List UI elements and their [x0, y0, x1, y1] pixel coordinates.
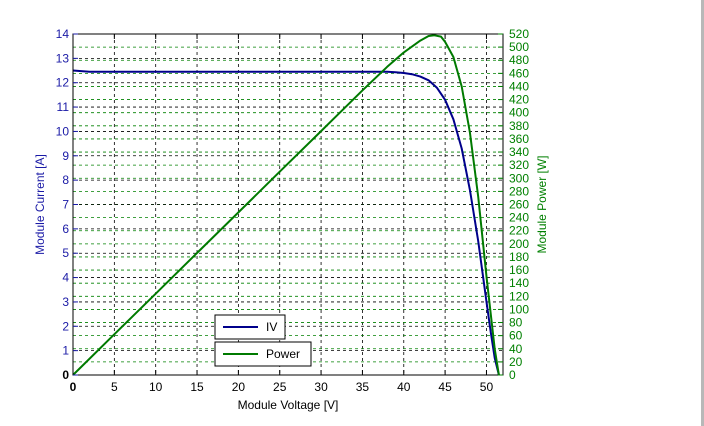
series-line-iv [72, 69, 500, 376]
left-y-tick-label: 9 [62, 149, 69, 163]
right-y-tick-label: 120 [509, 289, 529, 303]
right-y-tick-label: 500 [509, 40, 529, 54]
right-y-tick-label: 260 [509, 198, 529, 212]
x-tick-label: 45 [438, 380, 452, 394]
x-axis-label: Module Voltage [V] [238, 398, 339, 412]
right-y-tick-label: 0 [509, 368, 516, 382]
right-y-tick-label: 140 [509, 276, 529, 290]
right-y-axis-label: Module Power [W] [535, 155, 549, 253]
left-y-tick-label: 2 [62, 319, 69, 333]
right-y-tick-label: 200 [509, 237, 529, 251]
left-y-tick-label: 8 [62, 173, 69, 187]
left-y-tick-label: 13 [56, 51, 70, 65]
legend-label-power: Power [266, 347, 300, 361]
x-axis: 0 5 10 15 20 25 30 35 40 45 50 [70, 34, 494, 394]
right-y-tick-label: 300 [509, 171, 529, 185]
right-y-tick-label: 460 [509, 66, 529, 80]
x-tick-label: 35 [356, 380, 370, 394]
right-y-tick-label: 240 [509, 211, 529, 225]
right-y-tick-label: 160 [509, 263, 529, 277]
right-y-tick-label: 220 [509, 224, 529, 238]
x-tick-label: 40 [397, 380, 411, 394]
right-y-tick-label: 60 [509, 329, 523, 343]
right-y-tick-label: 520 [509, 27, 529, 41]
left-y-tick-label: 6 [62, 222, 69, 236]
grid [73, 33, 503, 375]
right-y-tick-label: 360 [509, 132, 529, 146]
left-y-tick-label: 12 [56, 76, 70, 90]
x-tick-label: 5 [111, 380, 118, 394]
left-y-tick-label: 7 [62, 198, 69, 212]
left-y-tick-label: 1 [62, 344, 69, 358]
right-y-axis: 0204060801001201401601802002202402602803… [498, 27, 529, 382]
left-y-tick-label: 0 [62, 368, 69, 382]
right-y-tick-label: 180 [509, 250, 529, 264]
series-line-power [72, 34, 500, 376]
right-y-tick-label: 400 [509, 106, 529, 120]
right-y-tick-label: 20 [509, 355, 523, 369]
left-y-tick-label: 5 [62, 246, 69, 260]
right-y-tick-label: 480 [509, 53, 529, 67]
legend: IV Power [214, 314, 312, 367]
x-tick-label: 50 [480, 380, 494, 394]
x-tick-label: 30 [314, 380, 328, 394]
right-y-tick-label: 40 [509, 342, 523, 356]
x-tick-label: 25 [273, 380, 287, 394]
left-y-tick-label: 10 [56, 124, 70, 138]
right-y-tick-label: 440 [509, 79, 529, 93]
right-y-tick-label: 320 [509, 158, 529, 172]
left-y-tick-label: 14 [56, 27, 70, 41]
left-y-tick-label: 4 [62, 271, 69, 285]
legend-label-iv: IV [266, 320, 277, 334]
left-y-axis-label: Module Current [A] [33, 154, 47, 255]
right-y-tick-label: 280 [509, 184, 529, 198]
left-y-tick-label: 11 [57, 100, 70, 114]
right-y-tick-label: 420 [509, 93, 529, 107]
series-group [72, 34, 500, 376]
right-y-tick-label: 380 [509, 119, 529, 133]
left-y-tick-label: 3 [62, 295, 69, 309]
right-y-tick-label: 80 [509, 316, 523, 330]
right-y-tick-label: 340 [509, 145, 529, 159]
window-edge [701, 0, 704, 426]
right-y-tick-label: 100 [509, 302, 529, 316]
x-tick-label: 0 [70, 380, 77, 394]
x-tick-label: 10 [149, 380, 163, 394]
plot-area [73, 34, 503, 375]
x-tick-label: 20 [232, 380, 246, 394]
x-tick-label: 15 [190, 380, 204, 394]
